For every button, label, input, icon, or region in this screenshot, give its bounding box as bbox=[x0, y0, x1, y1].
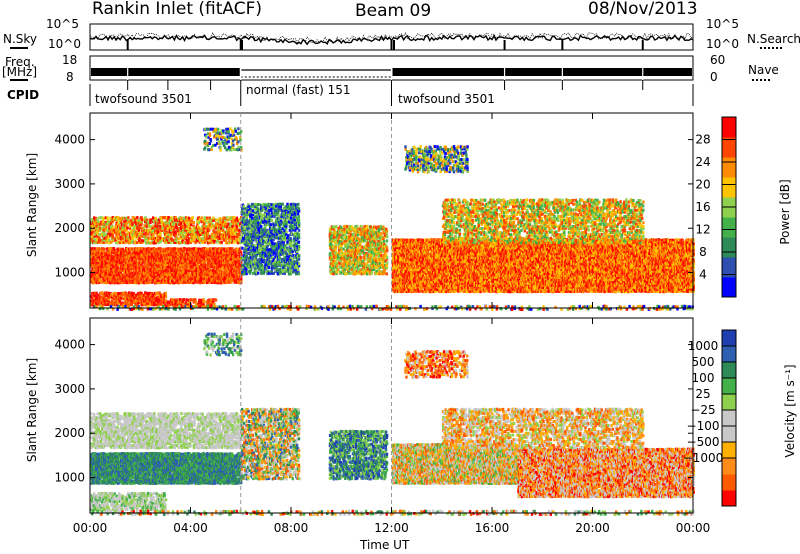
velocity-cbar-label-3: 25 bbox=[695, 387, 710, 401]
velocity-colorbar bbox=[722, 330, 736, 507]
freq-band-3 bbox=[393, 68, 693, 76]
power-ylabel: Slant Range [km] bbox=[25, 150, 39, 260]
power-cbar-label-5: 8 bbox=[699, 245, 707, 259]
freq-band-1 bbox=[91, 68, 240, 76]
rti-plot-surface: 1000 2000 3000 4000 1000 2000 3000 4000 00:00 04:… bbox=[0, 0, 800, 554]
power-cbar-label-4: 12 bbox=[695, 223, 710, 237]
power-ytick-label-3: 4000 bbox=[54, 133, 85, 147]
velocity-cbar-label-1: 500 bbox=[692, 355, 715, 369]
xtick-label-3: 12:00 bbox=[374, 521, 409, 535]
xtick-label-6: 00:00 bbox=[676, 521, 711, 535]
power-ytick-label-2: 3000 bbox=[54, 177, 85, 191]
velocity-ylabel: Slant Range [km] bbox=[25, 355, 39, 465]
power-cbar-label-3: 16 bbox=[695, 200, 710, 214]
velocity-cbar-label-4: −25 bbox=[690, 403, 715, 417]
xtick-label-0: 00:00 bbox=[73, 521, 108, 535]
power-cbar-label-1: 24 bbox=[695, 155, 710, 169]
velocity-ytick-label-2: 3000 bbox=[54, 382, 85, 396]
velocity-ytick-label-1: 2000 bbox=[54, 426, 85, 440]
power-scatter-cells bbox=[90, 127, 695, 311]
velocity-cbar-label-2: 100 bbox=[692, 371, 715, 385]
x-axis-label: Time UT bbox=[360, 538, 409, 552]
xtick-label-2: 08:00 bbox=[274, 521, 309, 535]
power-cbar-label-2: 20 bbox=[695, 178, 710, 192]
velocity-cbar-label-7: −1000 bbox=[683, 451, 724, 465]
power-colorbar-label: Power [dB] bbox=[778, 157, 792, 267]
power-ytick-label-0: 1000 bbox=[54, 266, 85, 280]
velocity-colorbar-label: Velocity [m s⁻¹] bbox=[783, 351, 797, 471]
velocity-cbar-label-6: −500 bbox=[687, 435, 720, 449]
xtick-label-1: 04:00 bbox=[173, 521, 208, 535]
velocity-scatter-cells bbox=[90, 332, 695, 516]
velocity-ytick-label-0: 1000 bbox=[54, 471, 85, 485]
xtick-label-4: 16:00 bbox=[475, 521, 510, 535]
power-cbar-label-0: 28 bbox=[695, 133, 710, 147]
xtick-label-5: 20:00 bbox=[575, 521, 610, 535]
power-cbar-label-6: 4 bbox=[699, 268, 707, 282]
power-ytick-label-1: 2000 bbox=[54, 221, 85, 235]
velocity-cbar-label-5: −100 bbox=[687, 419, 720, 433]
velocity-ytick-label-3: 4000 bbox=[54, 338, 85, 352]
velocity-cbar-label-0: 1000 bbox=[688, 339, 719, 353]
